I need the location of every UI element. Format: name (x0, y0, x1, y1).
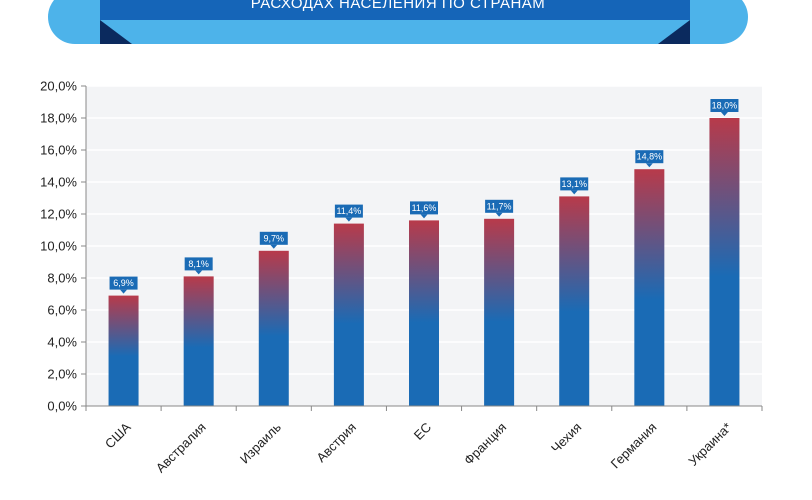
banner-fold-left (100, 20, 132, 44)
y-tick-label: 14,0% (40, 175, 77, 190)
data-label-pointer (570, 190, 578, 195)
data-label-box (334, 204, 363, 218)
x-tick-label: Австралия (153, 420, 209, 476)
x-tick-label: Германия (608, 420, 660, 472)
x-tick-label: США (102, 419, 134, 451)
bar (634, 169, 665, 406)
data-label-box (560, 177, 589, 191)
data-label-pointer (120, 289, 128, 294)
data-label-pointer (495, 212, 503, 217)
y-tick-label: 12,0% (40, 207, 77, 222)
banner-fold-right (658, 20, 690, 44)
data-label: 6,9% (113, 278, 134, 288)
data-label-pointer (420, 214, 428, 219)
bar (183, 276, 214, 406)
data-label-box (259, 231, 288, 245)
data-label: 8,1% (188, 259, 209, 269)
data-label-pointer (345, 217, 353, 222)
y-tick-label: 16,0% (40, 143, 77, 158)
x-tick-label: Израиль (237, 419, 284, 466)
data-label: 9,7% (264, 233, 285, 243)
bar (484, 218, 515, 406)
page-title: РАСХОДАХ НАСЕЛЕНИЯ ПО СТРАНАМ (251, 0, 546, 12)
data-label: 11,4% (336, 206, 361, 216)
data-label-box (410, 201, 438, 215)
x-axis: США Австралия Израиль Австрия ЕС Франция Чехия… (85, 405, 763, 476)
y-tick-label: 4,0% (47, 335, 77, 350)
data-label-pointer (195, 270, 203, 275)
y-tick-label: 18,0% (40, 111, 77, 126)
bar (559, 196, 590, 406)
x-tick-label: Австрия (313, 420, 359, 466)
header-banner: РАСХОДАХ НАСЕЛЕНИЯ ПО СТРАНАМ (48, 0, 748, 44)
data-label-box (184, 257, 213, 271)
x-tick-label: Франция (461, 420, 509, 468)
data-label: 13,1% (561, 179, 587, 189)
data-label-box (710, 99, 739, 112)
data-label: 11,6% (412, 203, 437, 213)
data-label-pointer (270, 244, 278, 249)
bar (258, 250, 289, 406)
y-tick-label: 0,0% (47, 399, 77, 414)
bar (409, 220, 439, 406)
y-axis: 0,0% 2,0% 4,0% 6,0% 8,0% 10,0% 12,0% 14,0% 16,0%… (40, 79, 87, 414)
data-label: 14,8% (637, 152, 663, 162)
data-labels: 6,9% 8,1% 9,7% 11,4% 11,6% 11,7% 13,1% 14,8% 18,… (109, 99, 739, 294)
y-tick-label: 10,0% (40, 239, 77, 254)
x-tick-label: Украина* (685, 420, 734, 469)
data-label: 11,7% (487, 201, 512, 211)
bar (709, 118, 740, 406)
data-label: 18,0% (712, 101, 738, 111)
y-tick-label: 2,0% (47, 367, 77, 382)
data-label-box (485, 199, 514, 213)
y-tick-label: 8,0% (47, 271, 77, 286)
bars (108, 118, 740, 406)
x-tick-label: Чехия (548, 420, 584, 456)
data-label-box (109, 276, 138, 290)
bar (108, 295, 139, 406)
y-tick-label: 20,0% (40, 79, 77, 94)
banner-ribbon (100, 0, 690, 20)
y-tick-label: 6,0% (47, 303, 77, 318)
data-label-pointer (645, 163, 653, 168)
data-label-box (635, 150, 664, 164)
x-tick-label: ЕС (411, 420, 434, 443)
bar (333, 223, 364, 406)
data-label-pointer (720, 112, 728, 116)
